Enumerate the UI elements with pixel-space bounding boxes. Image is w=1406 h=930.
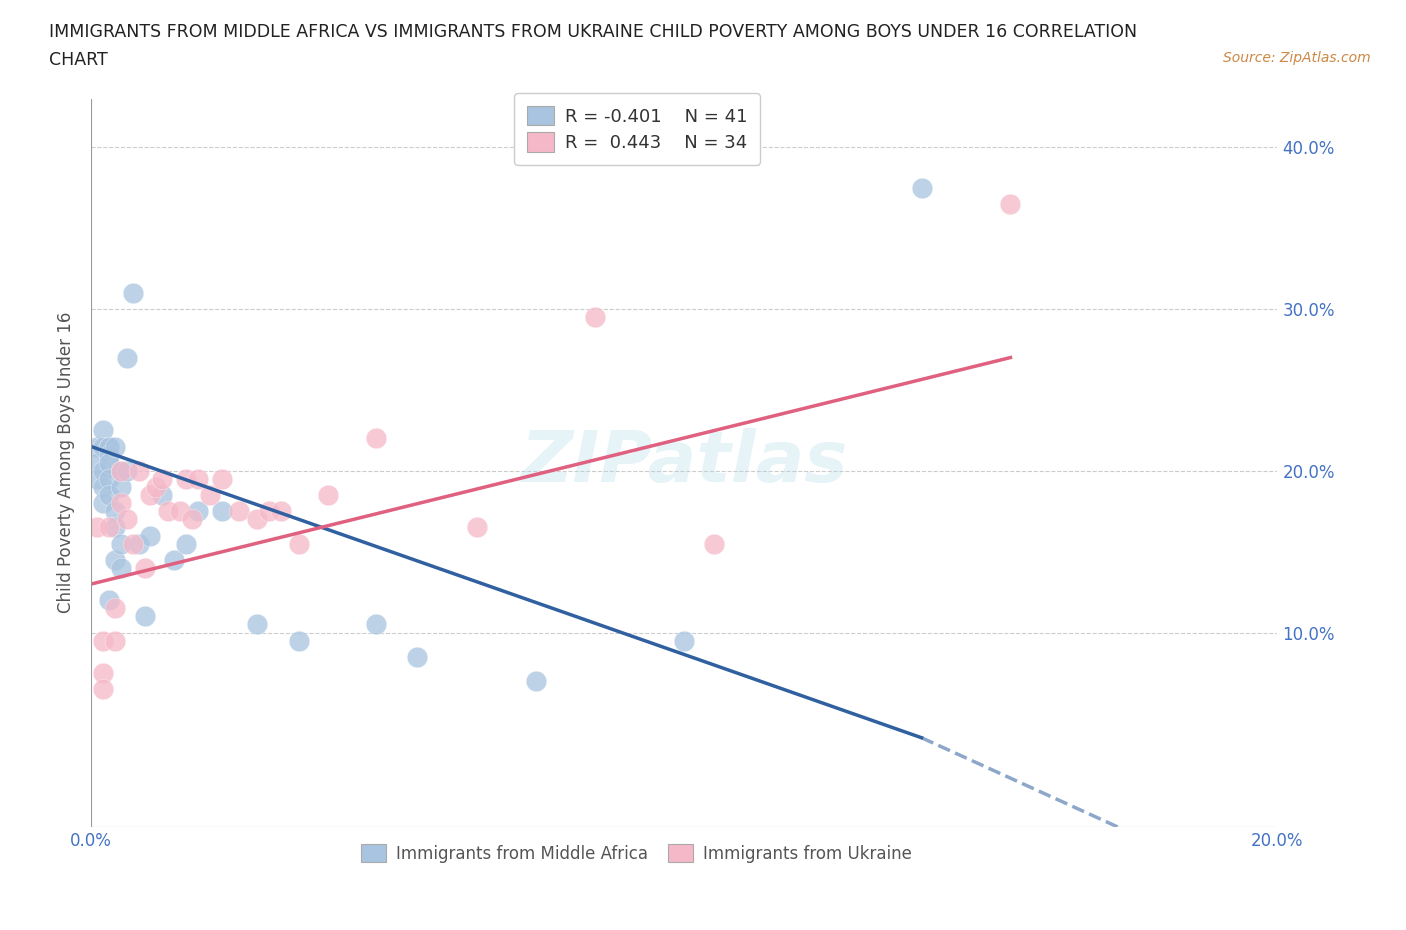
Point [97,472,120,486]
Point [104,504,127,519]
Point [364,431,387,445]
Point [187,504,209,519]
Point [104,633,127,648]
Point [91,496,114,511]
Point [134,609,156,624]
Point [465,520,488,535]
Point [1000,196,1022,211]
Point [91,682,114,697]
Point [181,512,204,526]
Point [169,504,191,519]
Point [91,423,114,438]
Point [134,561,156,576]
Point [86,439,108,454]
Point [91,439,114,454]
Point [128,463,150,478]
Point [97,487,120,502]
Point [97,439,120,454]
Point [150,472,173,486]
Point [406,649,429,664]
Point [104,520,127,535]
Point [910,180,932,195]
Point [524,673,547,688]
Text: CHART: CHART [49,51,108,69]
Point [257,504,280,519]
Point [318,487,340,502]
Point [139,528,162,543]
Legend: Immigrants from Middle Africa, Immigrants from Ukraine: Immigrants from Middle Africa, Immigrant… [354,837,920,870]
Point [97,592,120,607]
Text: Source: ZipAtlas.com: Source: ZipAtlas.com [1223,51,1371,65]
Point [174,537,197,551]
Point [246,512,269,526]
Point [97,439,120,454]
Point [110,463,132,478]
Point [703,537,725,551]
Point [91,480,114,495]
Point [115,512,138,526]
Point [121,537,143,551]
Point [110,496,132,511]
Point [150,487,173,502]
Point [211,504,233,519]
Point [673,633,696,648]
Point [287,537,309,551]
Point [163,552,186,567]
Point [110,463,132,478]
Point [86,520,108,535]
Point [86,456,108,471]
Point [91,463,114,478]
Point [157,504,180,519]
Point [104,601,127,616]
Point [287,633,309,648]
Point [110,537,132,551]
Point [91,666,114,681]
Point [97,447,120,462]
Point [104,439,127,454]
Point [211,472,233,486]
Point [228,504,250,519]
Point [115,463,138,478]
Point [110,480,132,495]
Point [97,456,120,471]
Point [139,487,162,502]
Point [128,537,150,551]
Point [583,310,606,325]
Point [198,487,221,502]
Y-axis label: Child Poverty Among Boys Under 16: Child Poverty Among Boys Under 16 [58,312,75,614]
Point [364,617,387,631]
Text: ZIPatlas: ZIPatlas [520,428,848,498]
Point [86,472,108,486]
Point [104,552,127,567]
Point [145,480,167,495]
Text: IMMIGRANTS FROM MIDDLE AFRICA VS IMMIGRANTS FROM UKRAINE CHILD POVERTY AMONG BOY: IMMIGRANTS FROM MIDDLE AFRICA VS IMMIGRA… [49,23,1137,41]
Point [174,472,197,486]
Point [121,286,143,300]
Point [110,561,132,576]
Point [115,350,138,365]
Point [270,504,292,519]
Point [187,472,209,486]
Point [97,520,120,535]
Point [246,617,269,631]
Point [91,633,114,648]
